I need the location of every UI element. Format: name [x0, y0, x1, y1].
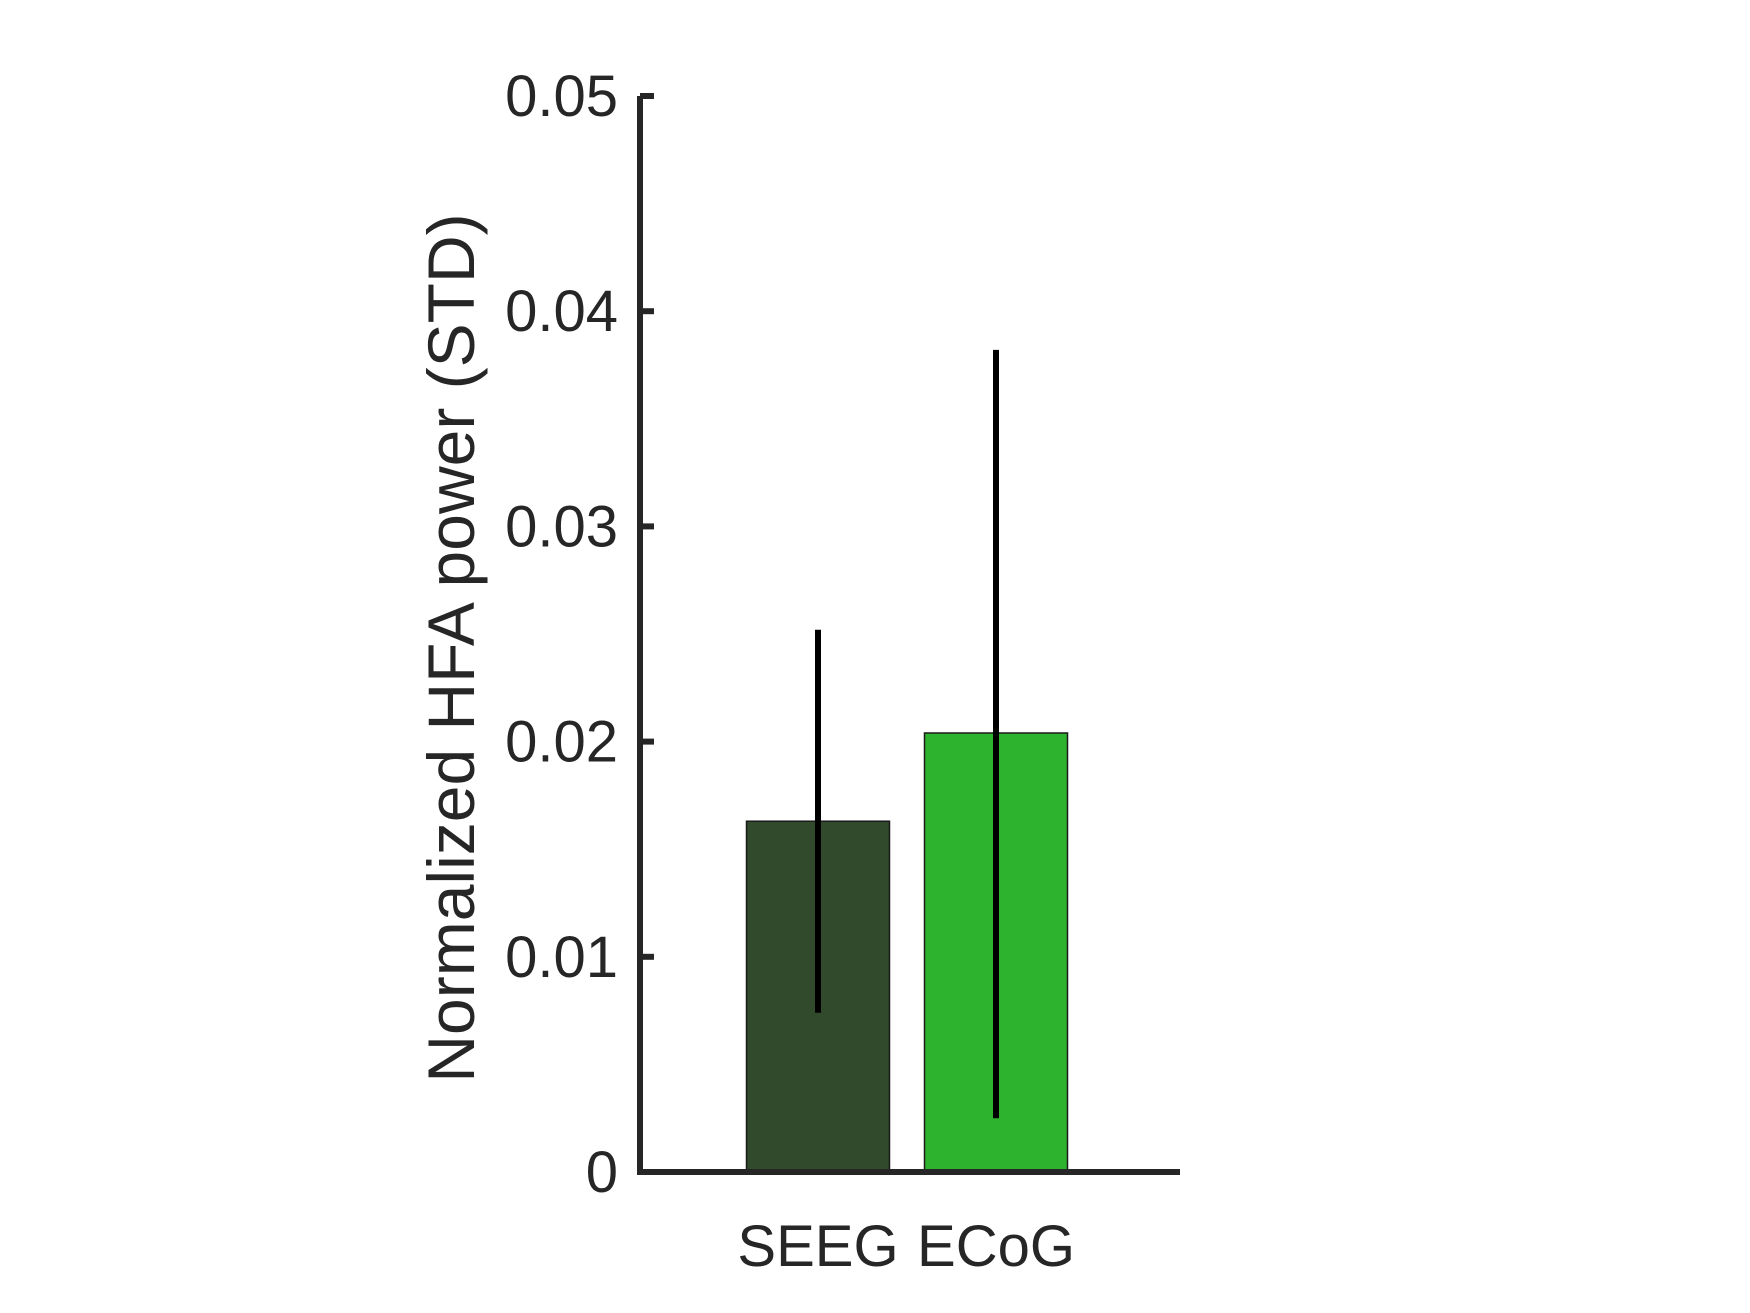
y-ticks-layer: 0 0.01 0.02 0.03 0.04 0.05 — [505, 64, 654, 1205]
x-category-label-seeg: SEEG — [737, 1214, 898, 1279]
bars-layer — [745, 732, 1069, 1173]
y-tick-label: 0.02 — [505, 710, 618, 775]
x-category-label-ecog: ECoG — [917, 1214, 1075, 1279]
y-tick-label: 0.01 — [505, 925, 618, 990]
y-tick-label: 0.03 — [505, 494, 618, 559]
y-axis-title: Normalized HFA power (STD) — [414, 213, 488, 1082]
y-tick-label: 0 — [586, 1140, 618, 1205]
y-tick-label: 0.05 — [505, 64, 618, 129]
x-category-labels: SEEG ECoG — [737, 1214, 1075, 1279]
error-bars-layer — [815, 349, 999, 1119]
y-tick-label: 0.04 — [505, 279, 618, 344]
